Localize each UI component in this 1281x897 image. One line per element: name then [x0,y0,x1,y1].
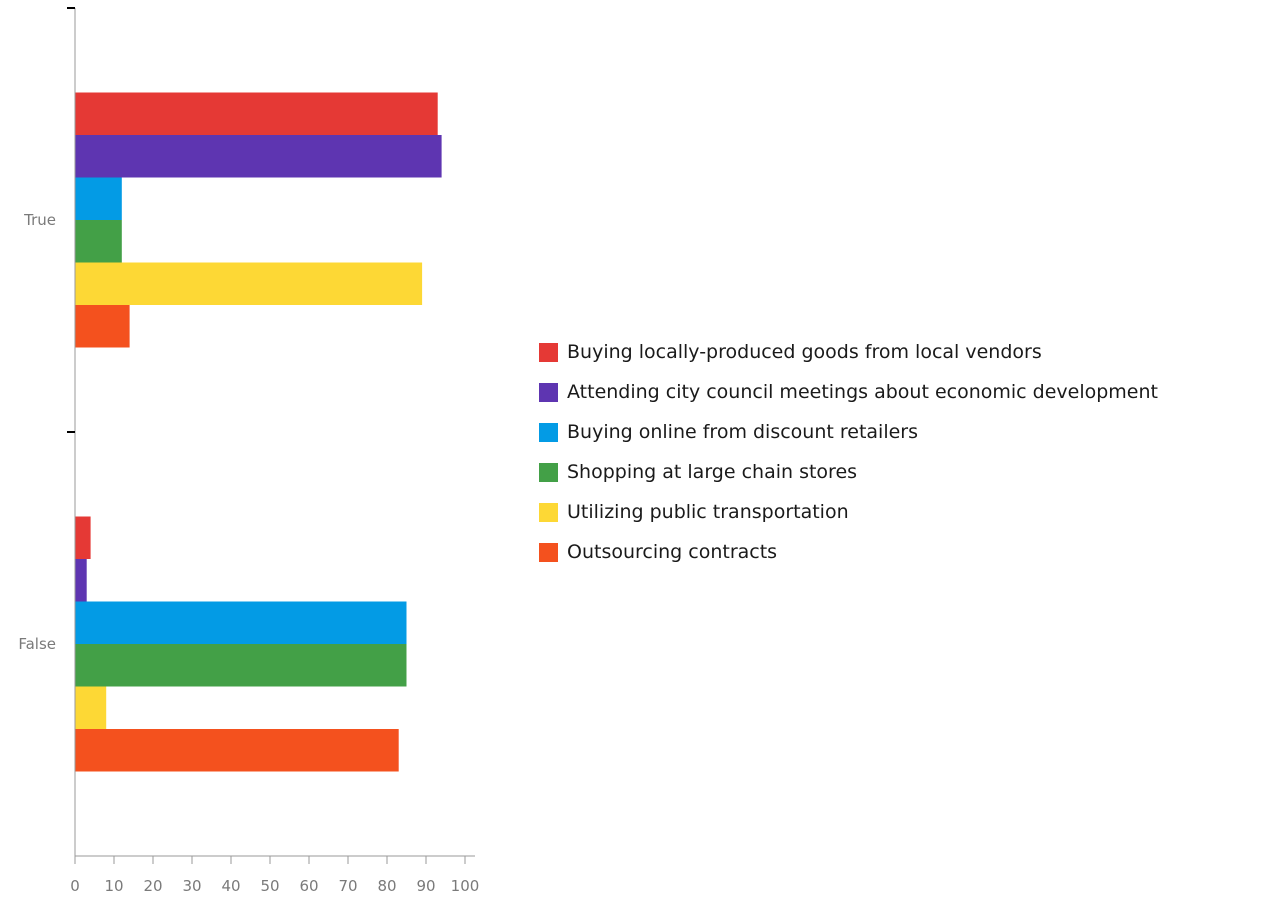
legend-item: Attending city council meetings about ec… [539,372,1158,412]
bar [75,644,407,687]
category-label: False [18,635,56,653]
x-tick-label: 60 [299,877,318,895]
x-tick-label: 0 [70,877,80,895]
legend-item: Utilizing public transportation [539,492,1158,532]
bar [75,516,91,559]
x-tick-label: 20 [143,877,162,895]
x-axis-tick-labels: 0 10 20 30 40 50 60 70 80 90 100 [70,877,479,895]
legend-label: Buying online from discount retailers [567,421,919,443]
legend-swatch [539,342,558,362]
legend-swatch [539,382,558,402]
bar [75,559,87,602]
bar [75,262,423,305]
legend-swatch [539,422,558,442]
bar [75,220,122,263]
legend-label: Utilizing public transportation [567,501,849,523]
x-tick-label: 50 [260,877,279,895]
x-tick-label: 80 [377,877,396,895]
bar [75,305,130,348]
x-axis-ticks [74,856,466,864]
bar [75,92,438,135]
bar [75,686,107,729]
legend-swatch [539,462,558,482]
bar [75,177,122,220]
legend: Buying locally-produced goods from local… [539,332,1158,572]
legend-item: Outsourcing contracts [539,532,1158,572]
bar [75,135,442,178]
x-tick-label: 10 [104,877,123,895]
legend-swatch [539,502,558,522]
category-ticks [67,7,75,433]
x-tick-label: 40 [221,877,240,895]
legend-item: Buying locally-produced goods from local… [539,332,1158,372]
x-tick-label: 90 [416,877,435,895]
legend-label: Attending city council meetings about ec… [567,381,1158,403]
legend-item: Shopping at large chain stores [539,452,1158,492]
legend-label: Shopping at large chain stores [567,461,858,483]
legend-label: Outsourcing contracts [567,541,778,563]
category-label: True [23,211,56,229]
x-tick-label: 70 [338,877,357,895]
bar [75,729,399,772]
legend-item: Buying online from discount retailers [539,412,1158,452]
bar [75,601,407,644]
category-labels: True False [18,211,56,653]
x-tick-label: 100 [451,877,480,895]
legend-swatch [539,542,558,562]
x-tick-label: 30 [182,877,201,895]
legend-label: Buying locally-produced goods from local… [567,341,1042,363]
bars-group [75,92,442,772]
